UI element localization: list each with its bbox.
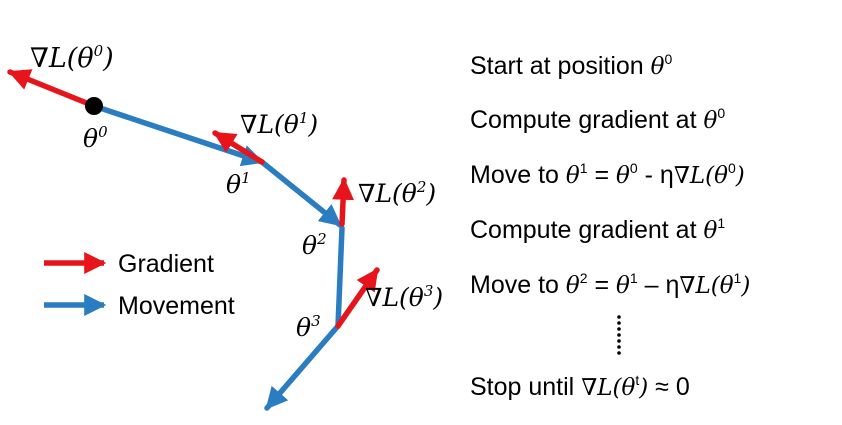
gradient-arrow-3 (335, 267, 380, 329)
theta-label-1: θ1 (226, 169, 251, 199)
gradient-arrow-2 (332, 177, 355, 227)
gradient-arrow-1 (212, 130, 265, 165)
grad-label-0: ∇L(θ0) (30, 42, 114, 74)
step-2: Compute gradient at θ0 (470, 105, 725, 134)
steps-list: Start at position θ0 Compute gradient at… (470, 51, 750, 401)
step-5: Move to θ2 = θ1 – η∇L(θ1) (470, 270, 750, 299)
step-3: Move to θ1 = θ0 - η∇L(θ0) (470, 160, 745, 189)
legend-gradient-label: Gradient (118, 250, 214, 278)
vertical-ellipsis-icon (617, 315, 621, 355)
legend-movement-label: Movement (118, 292, 235, 320)
step-6: Stop until ∇L(θt) ≈ 0 (470, 372, 690, 401)
grad-label-3: ∇L(θ3) (365, 282, 443, 312)
theta-label-3: θ3 (296, 312, 321, 342)
movement-arrow-1-2 (259, 159, 343, 228)
step-1: Start at position θ0 (470, 51, 673, 80)
gradient-arrow-0 (7, 69, 97, 109)
theta-label-0: θ0 (83, 123, 108, 153)
movement-arrow-2-3 (335, 225, 345, 329)
gradient-arrows (7, 69, 380, 329)
black-dot-icon (85, 97, 103, 115)
grad-label-1: ∇L(θ1) (240, 109, 318, 139)
legend: Gradient Movement (44, 250, 235, 320)
step-4: Compute gradient at θ1 (470, 215, 725, 244)
grad-label-2: ∇L(θ2) (358, 178, 436, 208)
movement-arrow-0-1 (91, 103, 265, 167)
movement-arrow-3-out (264, 323, 341, 411)
theta-label-2: θ2 (302, 230, 327, 260)
